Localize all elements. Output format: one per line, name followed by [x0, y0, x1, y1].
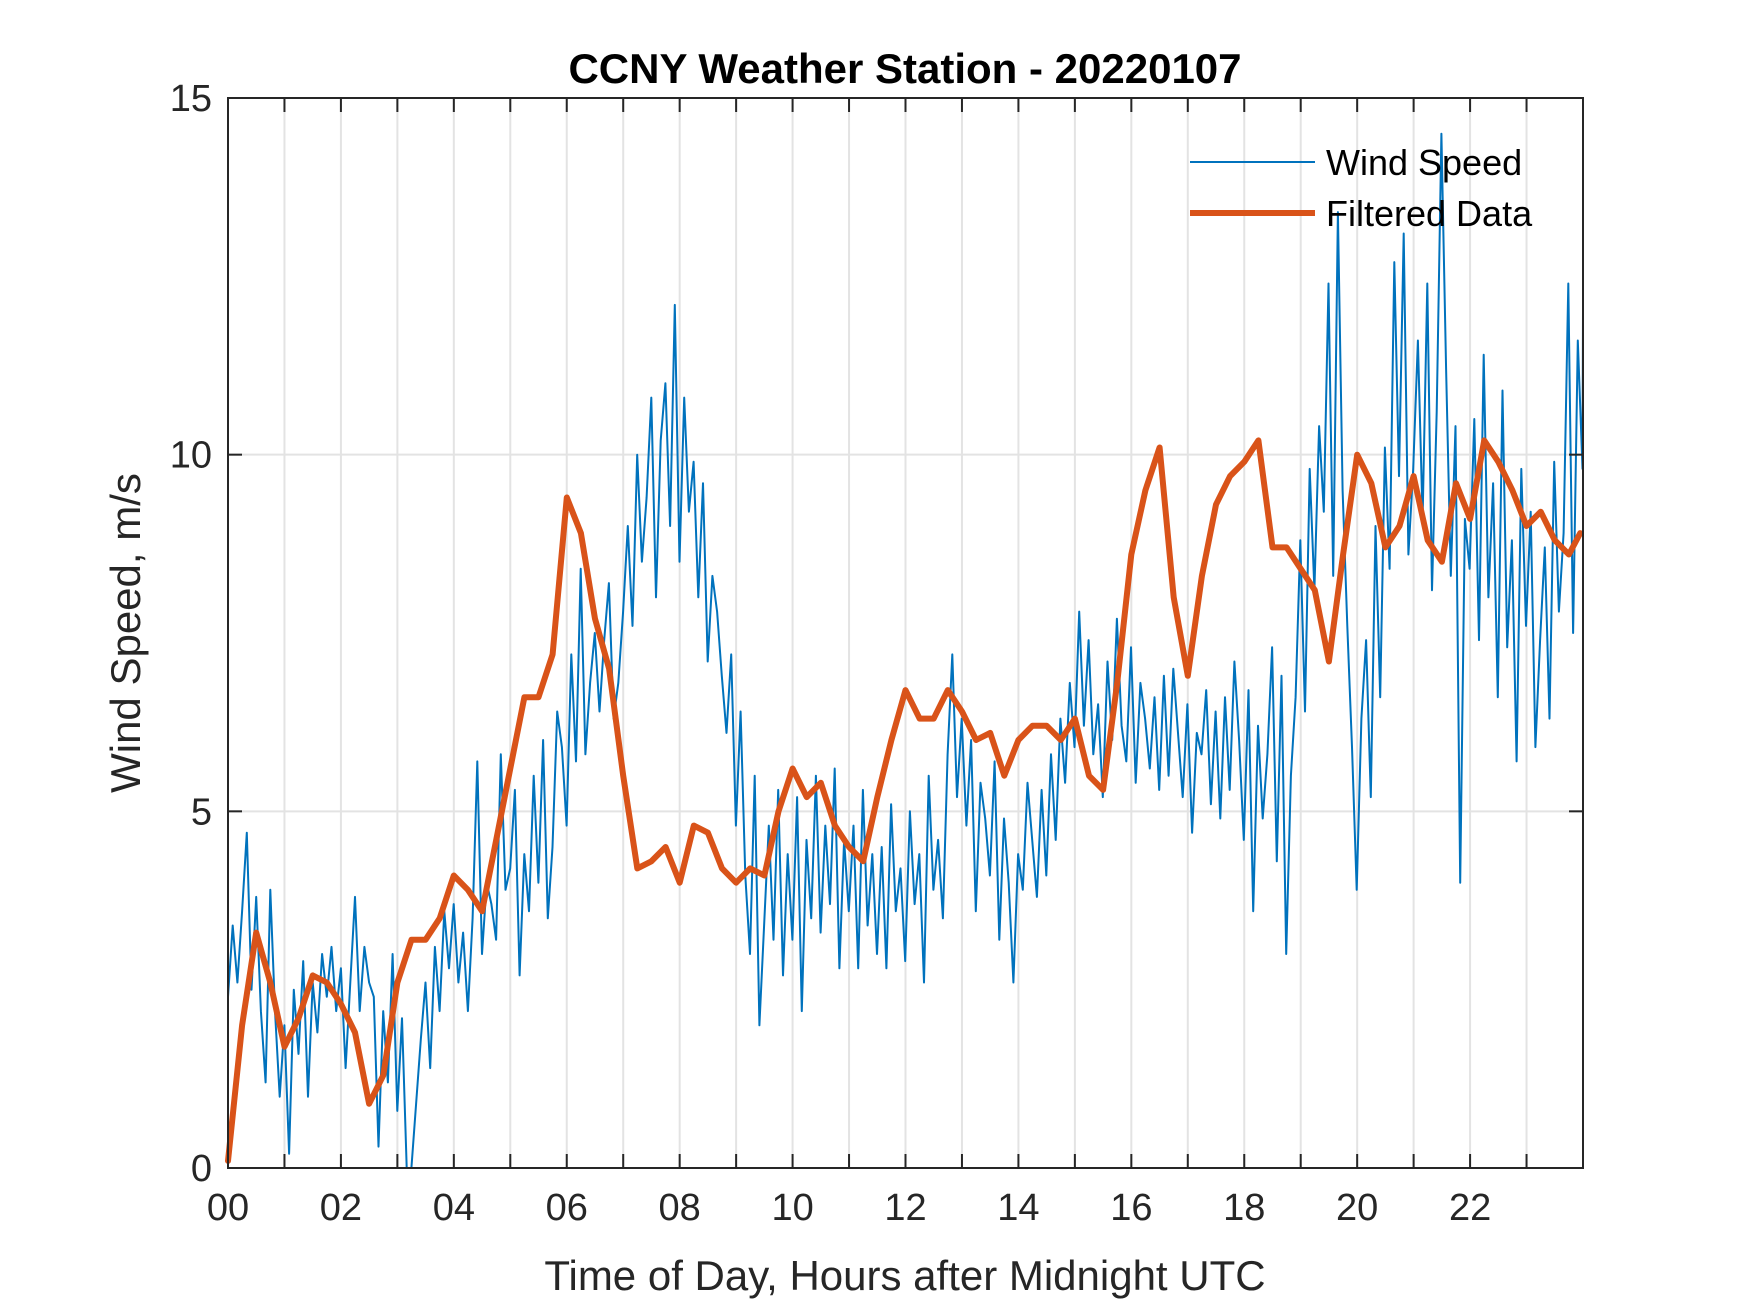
- x-tick-label: 22: [1449, 1187, 1491, 1229]
- tick-marks: [228, 98, 1583, 1168]
- grid-lines: [228, 98, 1583, 1168]
- y-tick-label: 0: [191, 1148, 212, 1190]
- y-tick-labels: 0 5 10 15: [170, 78, 212, 1190]
- x-tick-label: 02: [320, 1187, 362, 1229]
- x-tick-label: 08: [659, 1187, 701, 1229]
- legend: Wind Speed Filtered Data: [1190, 142, 1533, 234]
- x-tick-label: 14: [997, 1187, 1039, 1229]
- x-tick-label: 16: [1110, 1187, 1152, 1229]
- series-layer: [225, 132, 1584, 1169]
- x-tick-label: 04: [433, 1187, 475, 1229]
- legend-label-wind-speed: Wind Speed: [1326, 142, 1522, 183]
- chart-title: CCNY Weather Station - 20220107: [568, 45, 1241, 92]
- y-axis-label: Wind Speed, m/s: [102, 473, 149, 793]
- x-tick-label: 12: [884, 1187, 926, 1229]
- series-line-wind-speed: [227, 132, 1584, 1169]
- legend-label-filtered-data: Filtered Data: [1326, 193, 1533, 234]
- x-tick-label: 20: [1336, 1187, 1378, 1229]
- x-axis-label: Time of Day, Hours after Midnight UTC: [544, 1252, 1265, 1299]
- y-tick-label: 10: [170, 435, 212, 477]
- x-tick-label: 10: [771, 1187, 813, 1229]
- series-line-filtered-data: [225, 437, 1584, 1164]
- x-tick-label: 18: [1223, 1187, 1265, 1229]
- y-tick-label: 15: [170, 78, 212, 120]
- x-tick-label: 06: [546, 1187, 588, 1229]
- y-tick-label: 5: [191, 791, 212, 833]
- x-tick-labels: 00 02 04 06 08 10 12 14 16 18 20 22: [207, 1187, 1491, 1229]
- x-tick-label: 00: [207, 1187, 249, 1229]
